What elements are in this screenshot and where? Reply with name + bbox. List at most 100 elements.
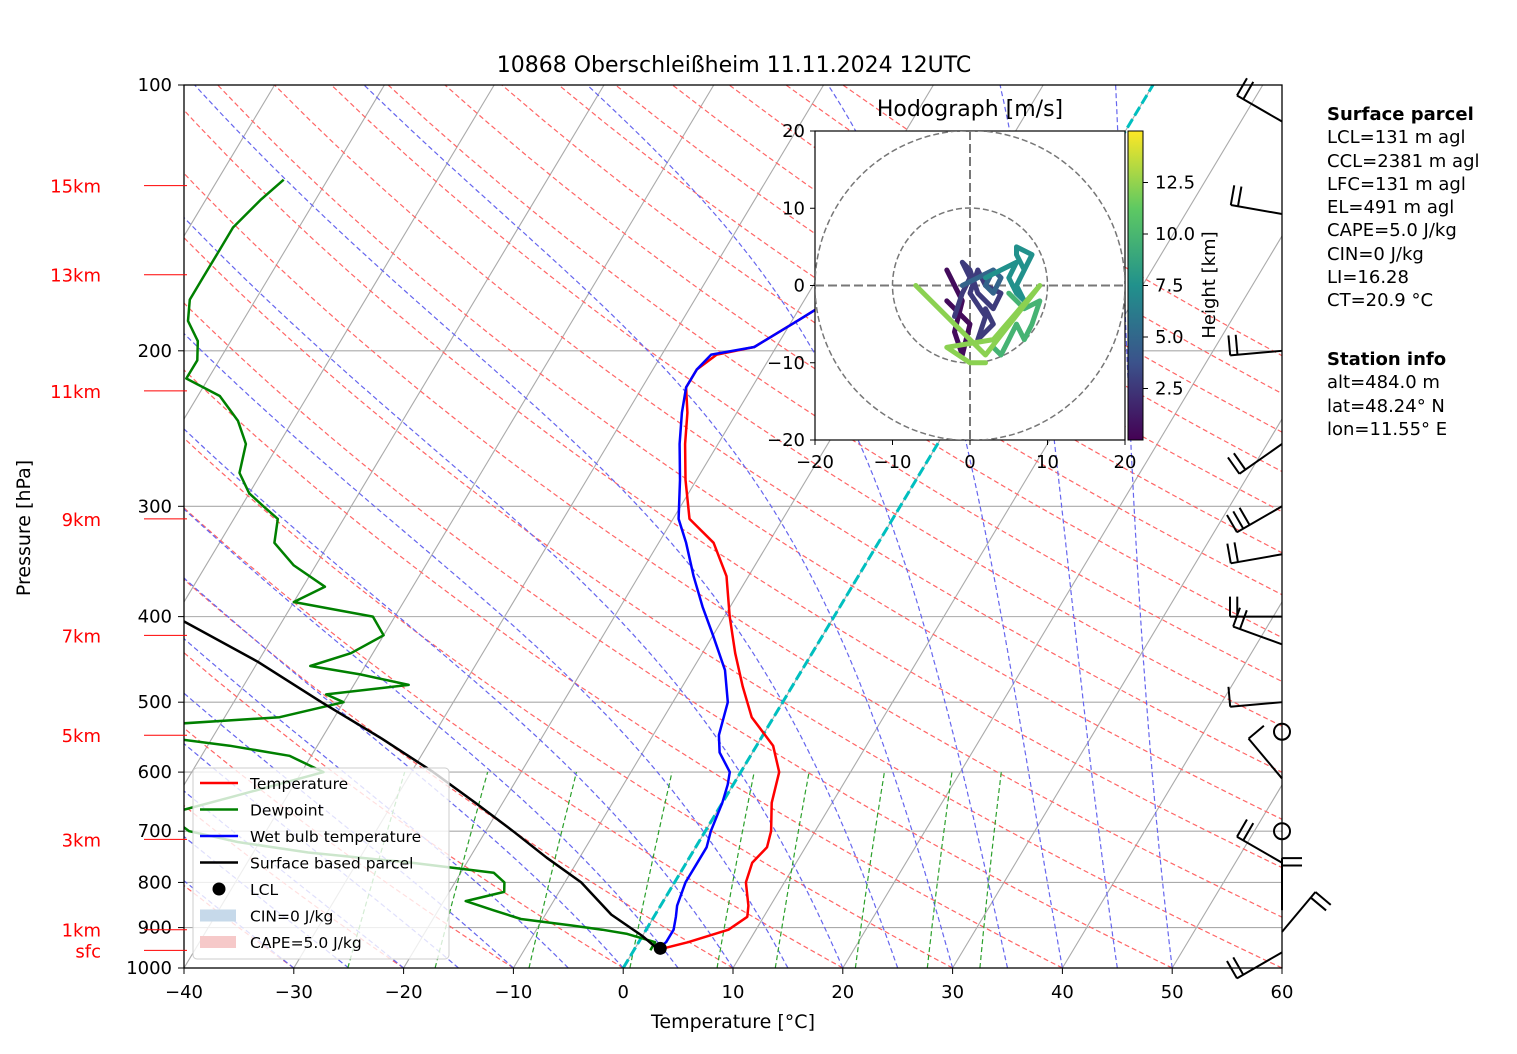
hodograph-trace bbox=[913, 283, 1043, 366]
moist-adiabat bbox=[363, 85, 954, 968]
lcl-marker bbox=[653, 941, 667, 955]
height-label: 1km bbox=[62, 921, 101, 942]
wind-barb-feather bbox=[1233, 452, 1247, 471]
dry-adiabat bbox=[184, 172, 1282, 918]
dry-adiabat bbox=[184, 437, 953, 968]
dewpoint-line bbox=[184, 178, 657, 951]
colorbar-tick-label: 10.0 bbox=[1155, 224, 1195, 245]
wind-barb bbox=[1230, 553, 1283, 565]
moist-adiabat bbox=[194, 85, 899, 968]
wind-barb-feather bbox=[1314, 891, 1332, 906]
parcel-lcl: LCL=131 m agl bbox=[1327, 127, 1466, 149]
hodograph-trace bbox=[952, 259, 1004, 343]
station-lat: lat=48.24° N bbox=[1327, 395, 1445, 417]
moist-adiabat bbox=[184, 332, 789, 968]
hodograph-y-tick: −20 bbox=[767, 430, 805, 451]
hodograph: −20−20 −10 −10 0 0 10 10 20 20 Hodograph [m/s] 2.5… bbox=[767, 97, 1220, 473]
wind-barb-feather bbox=[1242, 81, 1255, 100]
legend-label: Dewpoint bbox=[250, 802, 324, 820]
mixing-ratio-line bbox=[629, 771, 673, 968]
dry-adiabat bbox=[217, 85, 1282, 820]
wind-barb bbox=[1236, 94, 1283, 123]
wind-barb-feather bbox=[1227, 686, 1232, 707]
dry-adiabat bbox=[184, 302, 1173, 968]
legend-dot-swatch bbox=[212, 882, 226, 896]
height-label: 15km bbox=[50, 177, 101, 198]
x-tick-label: 40 bbox=[1051, 982, 1074, 1003]
parcel-li: LI=16.28 bbox=[1327, 267, 1409, 289]
x-tick-label: 20 bbox=[831, 982, 854, 1003]
isotherm-line bbox=[184, 85, 276, 238]
hodograph-x-tick: −20 bbox=[796, 452, 834, 473]
wind-barbs bbox=[1226, 77, 1332, 980]
hodograph-title: Hodograph [m/s] bbox=[877, 97, 1063, 122]
y-tick-label: 700 bbox=[138, 821, 172, 842]
legend-patch-swatch bbox=[200, 909, 236, 922]
wind-barb-feather bbox=[1226, 960, 1238, 979]
isotherm-line bbox=[732, 85, 1264, 968]
hodograph-y-tick: 10 bbox=[782, 198, 805, 219]
colorbar-label: Height [km] bbox=[1199, 231, 1220, 338]
legend-label: CAPE=5.0 J/kg bbox=[250, 934, 362, 952]
colorbar-tick-label: 5.0 bbox=[1155, 327, 1184, 348]
isotherm-line bbox=[184, 85, 605, 787]
mixing-ratio-line bbox=[528, 771, 578, 968]
mixing-ratio-line bbox=[774, 771, 810, 968]
y-tick-label: 200 bbox=[138, 341, 172, 362]
y-tick-label: 900 bbox=[138, 918, 172, 939]
hodograph-trace bbox=[959, 267, 1004, 296]
wind-barb-feather bbox=[1227, 456, 1241, 475]
isotherm-line bbox=[1061, 600, 1282, 968]
wind-barb-feather bbox=[1236, 77, 1248, 97]
mixing-ratio-line bbox=[716, 771, 755, 968]
isotherm-line bbox=[952, 417, 1282, 968]
legend-label: LCL bbox=[250, 881, 278, 899]
moist-adiabat bbox=[184, 637, 569, 968]
station-lon: lon=11.55° E bbox=[1327, 418, 1448, 440]
height-label: 9km bbox=[62, 510, 101, 531]
parcel-cape: CAPE=5.0 J/kg bbox=[1327, 220, 1457, 242]
parcel-ccl: CCL=2381 m agl bbox=[1327, 150, 1480, 172]
moist-adiabat bbox=[184, 508, 679, 968]
x-tick-label: 10 bbox=[722, 982, 745, 1003]
hodograph-y-tick: −10 bbox=[767, 353, 805, 374]
hodograph-x-tick: 10 bbox=[1036, 452, 1059, 473]
height-label: 3km bbox=[62, 830, 101, 851]
wind-barb bbox=[1230, 349, 1283, 357]
height-label: 7km bbox=[62, 626, 101, 647]
wind-barb bbox=[1236, 505, 1283, 534]
height-label: 13km bbox=[50, 266, 101, 287]
wind-barb-feather bbox=[1238, 507, 1251, 526]
wind-barb bbox=[1236, 835, 1283, 864]
hodograph-x-tick: 0 bbox=[964, 452, 975, 473]
moist-adiabat bbox=[184, 216, 844, 968]
moist-adiabat bbox=[184, 577, 624, 968]
moist-adiabat bbox=[184, 428, 734, 968]
skew-t-plot-area: −40 −30 −20 −10 0 10 20 30 40 50 60100200300400500… bbox=[13, 75, 1332, 1033]
dry-adiabat bbox=[184, 507, 844, 968]
wind-barb-feather bbox=[1234, 334, 1239, 355]
legend-label: Surface based parcel bbox=[250, 855, 413, 873]
x-tick-label: 50 bbox=[1161, 982, 1184, 1003]
legend-label: CIN=0 J/kg bbox=[250, 908, 333, 926]
legend-label: Temperature bbox=[249, 775, 348, 793]
height-label: 5km bbox=[62, 726, 101, 747]
x-tick-label: −30 bbox=[275, 982, 313, 1003]
x-tick-label: −10 bbox=[494, 982, 532, 1003]
y-tick-label: 1000 bbox=[126, 958, 172, 979]
surface-parcel-header: Surface parcel bbox=[1327, 104, 1474, 125]
y-axis-label: Pressure [hPa] bbox=[13, 460, 35, 596]
mixing-ratio-line bbox=[854, 772, 885, 968]
y-tick-label: 100 bbox=[138, 75, 172, 96]
x-axis-label: Temperature [°C] bbox=[650, 1011, 815, 1033]
station-alt: alt=484.0 m bbox=[1327, 372, 1440, 394]
legend-patch-swatch bbox=[200, 936, 236, 948]
dry-adiabat bbox=[184, 651, 624, 968]
wind-barb-feather bbox=[1232, 607, 1241, 627]
isotherm-line bbox=[842, 234, 1282, 968]
dry-adiabat bbox=[330, 85, 1282, 727]
wind-barb-feather bbox=[1227, 335, 1232, 356]
wind-barb-feather bbox=[1239, 609, 1248, 630]
legend-label: Wet bulb temperature bbox=[250, 828, 421, 846]
